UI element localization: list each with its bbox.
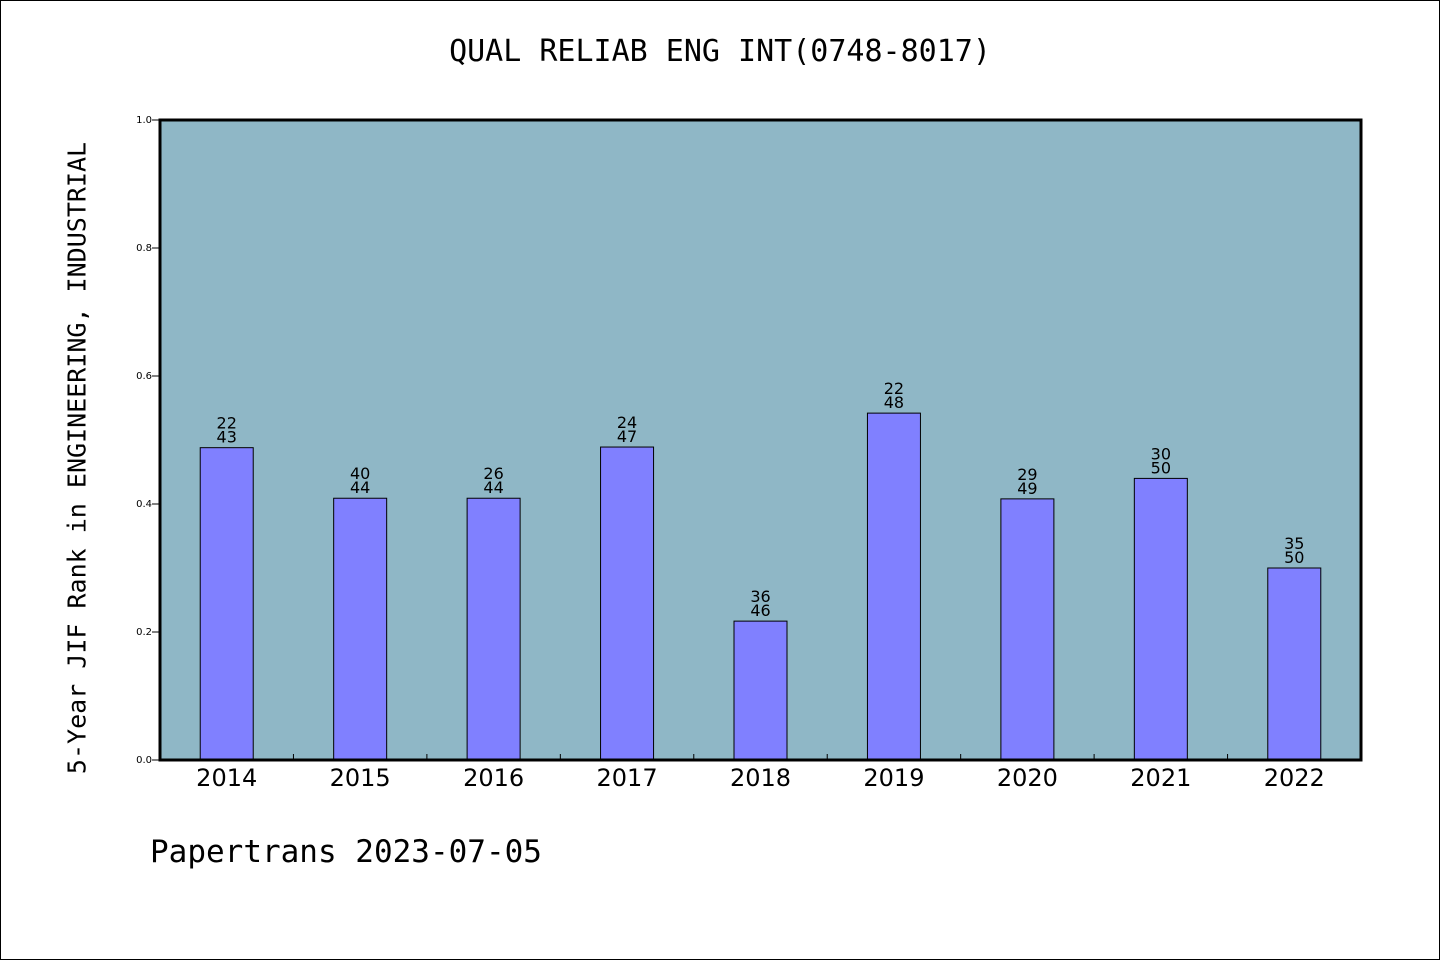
x-tick-label-2014: 2014 bbox=[196, 764, 257, 792]
bar-rank-label-2022: 35 bbox=[1284, 534, 1304, 553]
x-tick-label-2015: 2015 bbox=[330, 764, 391, 792]
bar-2016 bbox=[466, 497, 521, 761]
y-tick-label: 1.0 bbox=[136, 115, 152, 126]
bar-rank-label-2021: 30 bbox=[1151, 444, 1171, 463]
bar-rank-label-2016: 26 bbox=[483, 464, 503, 483]
bar-2021 bbox=[1133, 477, 1188, 761]
y-tick-label: 0.8 bbox=[136, 243, 152, 254]
bar-rank-label-2019: 22 bbox=[884, 379, 904, 398]
bars-group bbox=[199, 412, 1322, 761]
bar-total-label-2019: 48 bbox=[884, 393, 904, 412]
bar-rank-label-2014: 22 bbox=[217, 414, 237, 433]
bar-total-label-2015: 44 bbox=[350, 478, 370, 497]
bar-total-label-2021: 50 bbox=[1151, 458, 1171, 477]
x-axis: 2014 2015 2016 2017 2018 2019 2020 2021 2022 bbox=[196, 754, 1325, 792]
x-tick-label-2018: 2018 bbox=[730, 764, 791, 792]
bar-2014 bbox=[199, 447, 254, 761]
bar-2015 bbox=[333, 497, 388, 761]
x-tick-label-2019: 2019 bbox=[863, 764, 924, 792]
bar-total-label-2017: 47 bbox=[617, 427, 637, 446]
y-tick-label: 0.0 bbox=[136, 755, 152, 766]
bar-rank-label-2020: 29 bbox=[1017, 465, 1037, 484]
x-tick-label-2017: 2017 bbox=[597, 764, 658, 792]
y-tick-label: 0.2 bbox=[136, 627, 152, 638]
x-tick-label-2022: 2022 bbox=[1264, 764, 1325, 792]
bar-2019 bbox=[866, 412, 921, 761]
y-tick-label: 0.6 bbox=[136, 371, 152, 382]
bar-2017 bbox=[600, 446, 655, 761]
chart-title: QUAL RELIAB ENG INT(0748-8017) bbox=[449, 34, 991, 69]
bar-total-label-2022: 50 bbox=[1284, 548, 1304, 567]
x-tick-label-2021: 2021 bbox=[1130, 764, 1191, 792]
bar-rank-label-2018: 36 bbox=[750, 587, 770, 606]
footer-text: Papertrans 2023-07-05 bbox=[150, 834, 542, 870]
bar-2018 bbox=[733, 620, 788, 761]
bar-2020 bbox=[1000, 498, 1055, 761]
bar-total-label-2018: 46 bbox=[750, 601, 770, 620]
bar-total-label-2014: 43 bbox=[217, 428, 237, 447]
bar-rank-label-2015: 40 bbox=[350, 464, 370, 483]
bar-total-label-2020: 49 bbox=[1017, 479, 1037, 498]
x-tick-label-2016: 2016 bbox=[463, 764, 524, 792]
bar-rank-label-2017: 24 bbox=[617, 413, 637, 432]
bar-total-label-2016: 44 bbox=[483, 478, 503, 497]
y-tick-label: 0.4 bbox=[136, 499, 152, 510]
y-axis: 0.0 0.2 0.4 0.6 0.8 1.0 bbox=[136, 115, 160, 766]
bar-2022 bbox=[1267, 567, 1322, 761]
plot-border bbox=[158, 118, 1363, 762]
x-tick-label-2020: 2020 bbox=[997, 764, 1058, 792]
